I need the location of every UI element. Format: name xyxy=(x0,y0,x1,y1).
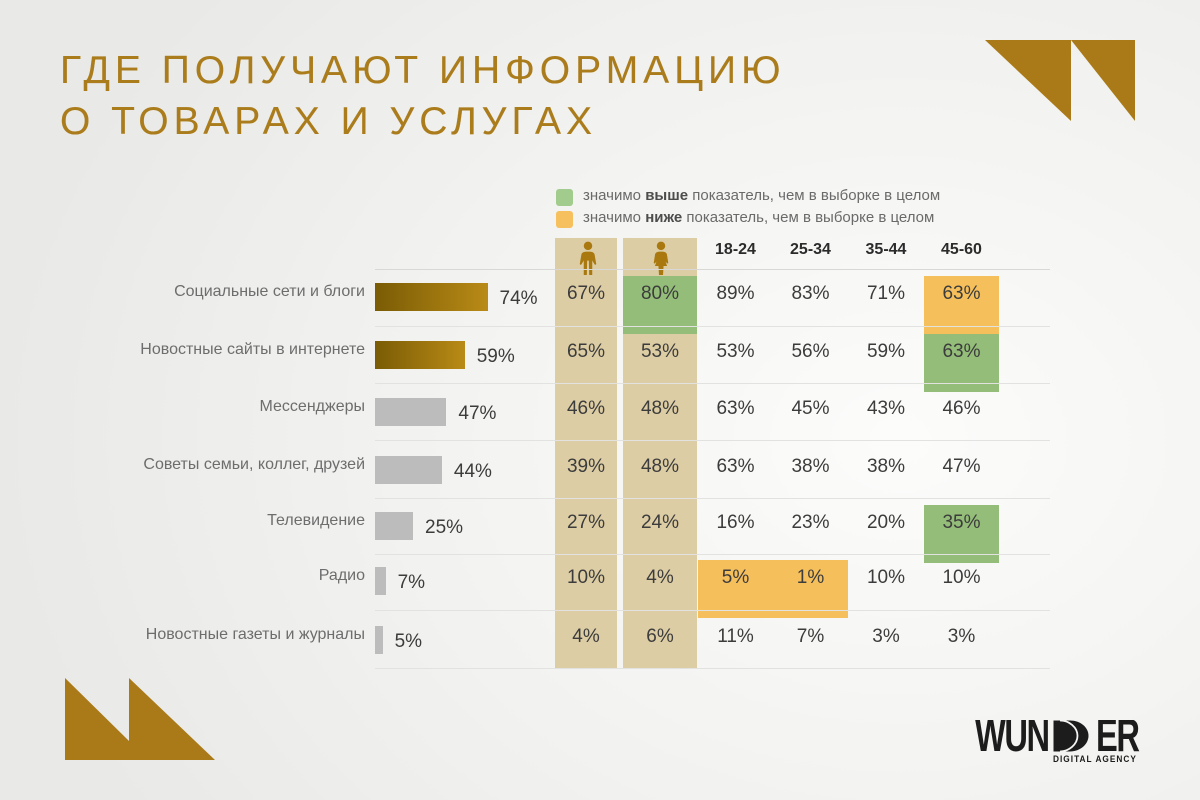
svg-text:WUN: WUN xyxy=(975,720,1049,761)
